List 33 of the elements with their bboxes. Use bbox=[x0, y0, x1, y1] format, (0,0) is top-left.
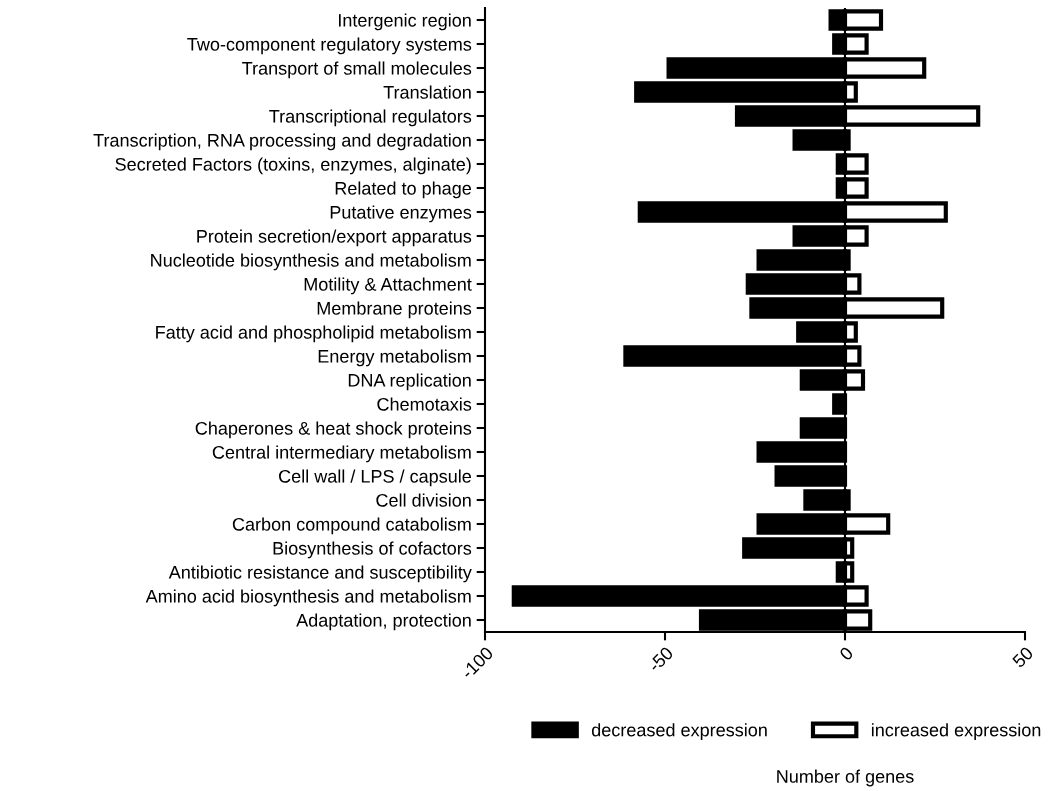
y-tick-label: Nucleotide biosynthesis and metabolism bbox=[151, 253, 471, 271]
y-tick-label: Membrane proteins bbox=[317, 301, 472, 319]
y-tick-label: Cell division bbox=[376, 493, 471, 507]
y-tick-label: Two-component regulatory systems bbox=[187, 37, 472, 55]
y-tick-label: Transport of small molecules bbox=[242, 61, 472, 79]
y-tick-label: Central intermediary metabolism bbox=[212, 445, 471, 463]
y-tick-label: Motility & Attachment bbox=[304, 277, 472, 295]
legend-label: increased expression bbox=[871, 723, 1041, 740]
y-tick-label: Fatty acid and phospholipid metabolism bbox=[156, 325, 471, 343]
y-tick-label: Cell wall / LPS / capsule bbox=[279, 469, 472, 487]
legend-label: decreased expression bbox=[591, 723, 767, 740]
y-tick-label: Chemotaxis bbox=[377, 397, 472, 411]
y-tick-label: Biosynthesis of cofactors bbox=[273, 541, 472, 559]
y-tick-label: Chaperones & heat shock proteins bbox=[195, 421, 472, 439]
y-tick-label: Intergenic region bbox=[338, 13, 471, 31]
text: Number of genes bbox=[777, 769, 914, 787]
y-tick-label: Protein secretion/export apparatus bbox=[197, 229, 472, 247]
y-tick-label: Amino acid biosynthesis and metabolism bbox=[145, 589, 471, 607]
y-tick-label: Carbon compound catabolism bbox=[232, 517, 471, 535]
y-tick-label: Transcriptional regulators bbox=[269, 109, 472, 127]
y-tick-label: Transcription, RNA processing and degradation bbox=[93, 133, 471, 151]
y-tick-label: Translation bbox=[383, 85, 471, 99]
x-tick-label: 50 bbox=[1011, 646, 1034, 669]
y-tick-label: Energy metabolism bbox=[318, 349, 471, 367]
x-tick-label: -50 bbox=[647, 646, 674, 673]
y-tick-label: Putative enzymes bbox=[330, 205, 472, 223]
y-tick-label: Antibiotic resistance and susceptibility bbox=[168, 565, 472, 583]
x-tick-label: 0 bbox=[838, 646, 854, 662]
y-tick-label: Secreted Factors (toxins, enzymes, alginate) bbox=[115, 157, 471, 175]
x-tick-label: -100 bbox=[460, 646, 494, 680]
y-tick-label: DNA replication bbox=[348, 373, 471, 391]
y-tick-label: Related to phage bbox=[335, 181, 472, 199]
y-tick-label: Adaptation, protection bbox=[296, 613, 471, 631]
